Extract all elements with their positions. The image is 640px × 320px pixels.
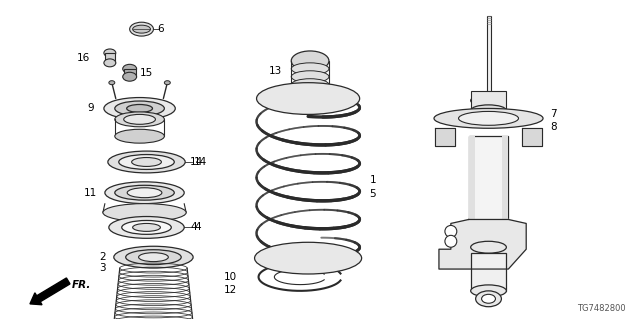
Ellipse shape [119,155,174,169]
Text: FR.: FR. [72,280,92,290]
Ellipse shape [139,253,168,262]
Ellipse shape [255,242,362,274]
Circle shape [445,225,457,237]
Ellipse shape [257,83,360,114]
Text: 4: 4 [194,222,201,232]
Ellipse shape [291,51,329,71]
Ellipse shape [123,72,136,81]
Text: 13: 13 [269,66,282,76]
Bar [470,91,506,110]
Ellipse shape [132,223,161,231]
Text: 5: 5 [369,189,376,199]
Text: 9: 9 [87,103,94,114]
FancyArrow shape [30,278,70,305]
Text: 8: 8 [550,122,557,132]
Text: 10: 10 [223,272,237,282]
Ellipse shape [291,71,329,83]
Text: 4: 4 [190,222,196,232]
Ellipse shape [127,105,152,112]
Bar [486,16,492,99]
Ellipse shape [470,285,506,297]
Ellipse shape [458,111,518,125]
Ellipse shape [104,49,116,57]
Bar [105,53,115,63]
Ellipse shape [115,101,164,116]
Text: 3: 3 [99,263,106,273]
Ellipse shape [476,291,501,307]
Ellipse shape [115,129,164,143]
Ellipse shape [124,114,156,124]
Ellipse shape [103,204,186,221]
Polygon shape [435,128,455,146]
Ellipse shape [125,250,181,265]
Circle shape [445,235,457,247]
Text: 14: 14 [190,157,204,167]
Polygon shape [522,128,542,146]
Ellipse shape [122,220,172,234]
Bar [502,136,508,247]
Ellipse shape [470,241,506,253]
Ellipse shape [481,294,495,303]
Ellipse shape [104,98,175,119]
Ellipse shape [114,246,193,268]
Text: 15: 15 [140,68,153,78]
Ellipse shape [132,157,161,166]
Text: TG7482800: TG7482800 [577,304,625,313]
Bar [124,69,136,77]
Ellipse shape [164,81,170,85]
Ellipse shape [130,22,154,36]
Ellipse shape [115,112,164,127]
Text: 14: 14 [194,157,207,167]
Ellipse shape [115,185,174,200]
Ellipse shape [127,188,162,198]
Bar [468,136,475,247]
Ellipse shape [470,105,506,116]
Ellipse shape [434,108,543,128]
Ellipse shape [105,182,184,204]
Ellipse shape [291,79,329,91]
Text: 1: 1 [369,175,376,185]
Ellipse shape [123,64,136,73]
Ellipse shape [132,25,150,33]
Text: 12: 12 [223,285,237,295]
Ellipse shape [291,102,329,114]
Polygon shape [439,220,526,269]
Text: 7: 7 [550,109,557,119]
Ellipse shape [291,63,329,75]
Ellipse shape [291,87,329,99]
Bar [468,136,508,247]
Text: 2: 2 [99,252,106,262]
Ellipse shape [108,151,185,173]
Ellipse shape [291,95,329,107]
Text: 11: 11 [84,188,97,198]
Ellipse shape [109,81,115,85]
Bar [470,253,506,291]
Ellipse shape [109,217,184,238]
Ellipse shape [470,95,506,106]
Text: 16: 16 [77,53,90,63]
Ellipse shape [104,59,116,67]
Text: 6: 6 [157,24,164,34]
